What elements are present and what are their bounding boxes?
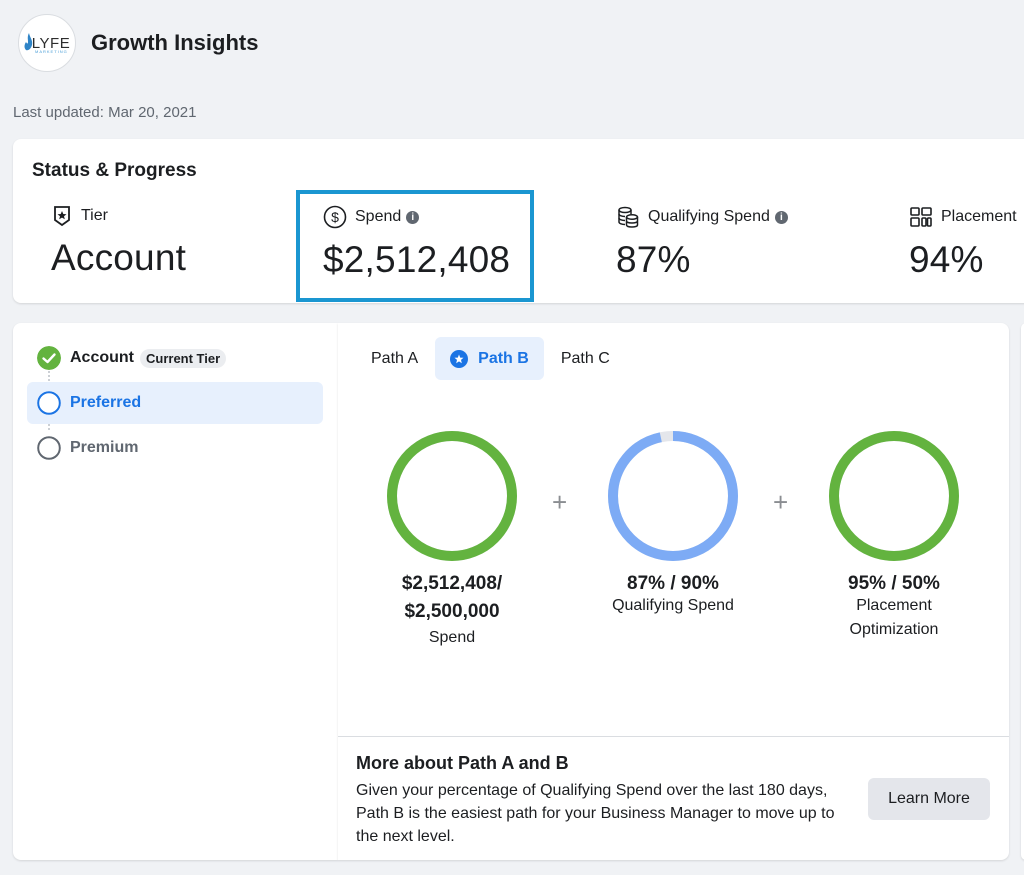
status-progress-card: Status & Progress Tier Account $ Spend i… bbox=[13, 139, 1024, 303]
next-card-edge bbox=[1021, 323, 1024, 860]
metric-placement: Placement 94% bbox=[909, 205, 1017, 281]
tier-label: Preferred bbox=[70, 394, 142, 411]
tier-label: Account bbox=[70, 349, 134, 366]
last-updated-text: Last updated: Mar 20, 2021 bbox=[13, 104, 197, 121]
status-title: Status & Progress bbox=[32, 160, 197, 181]
empty-circle-icon bbox=[37, 391, 61, 415]
metric-spend-label: Spend bbox=[355, 208, 402, 225]
metric-qualifying-value: 87% bbox=[616, 239, 691, 280]
coin-stack-icon bbox=[618, 206, 639, 228]
metric-tier: Tier Account bbox=[51, 205, 186, 279]
learn-more-button[interactable]: Learn More bbox=[868, 778, 990, 820]
metric-placement-label: Placement bbox=[941, 208, 1017, 225]
dollar-circle-icon: $ bbox=[323, 205, 347, 229]
qualifying-spend-progress: 87% / 90% Qualifying Spend bbox=[573, 428, 773, 618]
tier-connector bbox=[48, 371, 50, 385]
ring-value: 95% / 50% bbox=[848, 573, 940, 594]
placement-optimization-progress: 95% / 50% Placement Optimization bbox=[794, 428, 994, 642]
plus-sign: + bbox=[552, 487, 568, 517]
tab-label: Path B bbox=[478, 349, 529, 367]
star-icon bbox=[450, 349, 469, 368]
spend-progress: $2,512,408/ $2,500,000 Spend bbox=[352, 428, 552, 650]
grid-icon bbox=[910, 207, 932, 227]
flame-icon bbox=[24, 33, 33, 51]
tab-path-b[interactable]: Path B bbox=[435, 337, 544, 380]
ring-label: Spend bbox=[428, 629, 476, 646]
check-circle-icon bbox=[37, 346, 61, 370]
ring-label: Placement bbox=[856, 597, 932, 614]
current-tier-badge: Current Tier bbox=[140, 348, 227, 368]
ring-label: Qualifying Spend bbox=[612, 597, 734, 614]
metric-placement-value: 94% bbox=[909, 239, 984, 280]
ring-label: Optimization bbox=[849, 621, 939, 638]
metric-qualifying-spend: Qualifying Spend i 87% bbox=[616, 205, 788, 281]
spend-ring bbox=[387, 431, 517, 561]
empty-circle-icon bbox=[37, 436, 61, 460]
tab-label: Path A bbox=[371, 349, 419, 367]
metric-spend-value: $2,512,408 bbox=[323, 239, 511, 280]
path-card: Path A Path B Path C $2,512,408/ $2,500,… bbox=[338, 323, 1009, 860]
placement-ring bbox=[829, 431, 959, 561]
svg-text:$: $ bbox=[331, 209, 339, 225]
tier-item-account[interactable]: Account Current Tier bbox=[27, 337, 323, 379]
metric-qualifying-label: Qualifying Spend bbox=[648, 208, 770, 225]
more-info-section: More about Path A and B Given your perce… bbox=[338, 736, 1009, 860]
path-tabs: Path A Path B Path C bbox=[356, 337, 627, 380]
tab-path-a[interactable]: Path A bbox=[356, 337, 433, 380]
tier-item-preferred[interactable]: Preferred bbox=[27, 382, 323, 424]
plus-sign: + bbox=[773, 487, 789, 517]
metric-tier-value: Account bbox=[51, 237, 187, 278]
info-icon[interactable]: i bbox=[774, 210, 788, 224]
more-info-body: Given your percentage of Qualifying Spen… bbox=[356, 782, 835, 845]
qualifying-spend-ring bbox=[608, 431, 738, 561]
logo-text: LYFE bbox=[31, 34, 71, 52]
spend-highlight-box bbox=[296, 190, 534, 302]
info-icon[interactable]: i bbox=[406, 210, 420, 224]
page-title: Growth Insights bbox=[91, 30, 259, 55]
ring-value: $2,512,408/ bbox=[401, 573, 503, 594]
tab-path-c[interactable]: Path C bbox=[546, 337, 625, 380]
tier-sidebar: Account Current Tier Preferred Premium bbox=[13, 323, 338, 860]
brand-logo: LYFE MARKETING bbox=[18, 14, 76, 72]
ring-value: $2,500,000 bbox=[404, 601, 500, 622]
badge-star-icon bbox=[54, 206, 70, 227]
ring-value: 87% / 90% bbox=[627, 573, 719, 594]
page-header: LYFE MARKETING Growth Insights bbox=[18, 14, 258, 72]
tier-item-premium[interactable]: Premium bbox=[27, 427, 323, 469]
more-info-title: More about Path A and B bbox=[356, 753, 569, 773]
tab-label: Path C bbox=[560, 349, 610, 367]
logo-subtext: MARKETING bbox=[35, 49, 68, 54]
metric-tier-label: Tier bbox=[81, 207, 108, 224]
tier-label: Premium bbox=[70, 439, 139, 456]
metric-spend: $ Spend i $2,512,408 bbox=[323, 205, 510, 281]
